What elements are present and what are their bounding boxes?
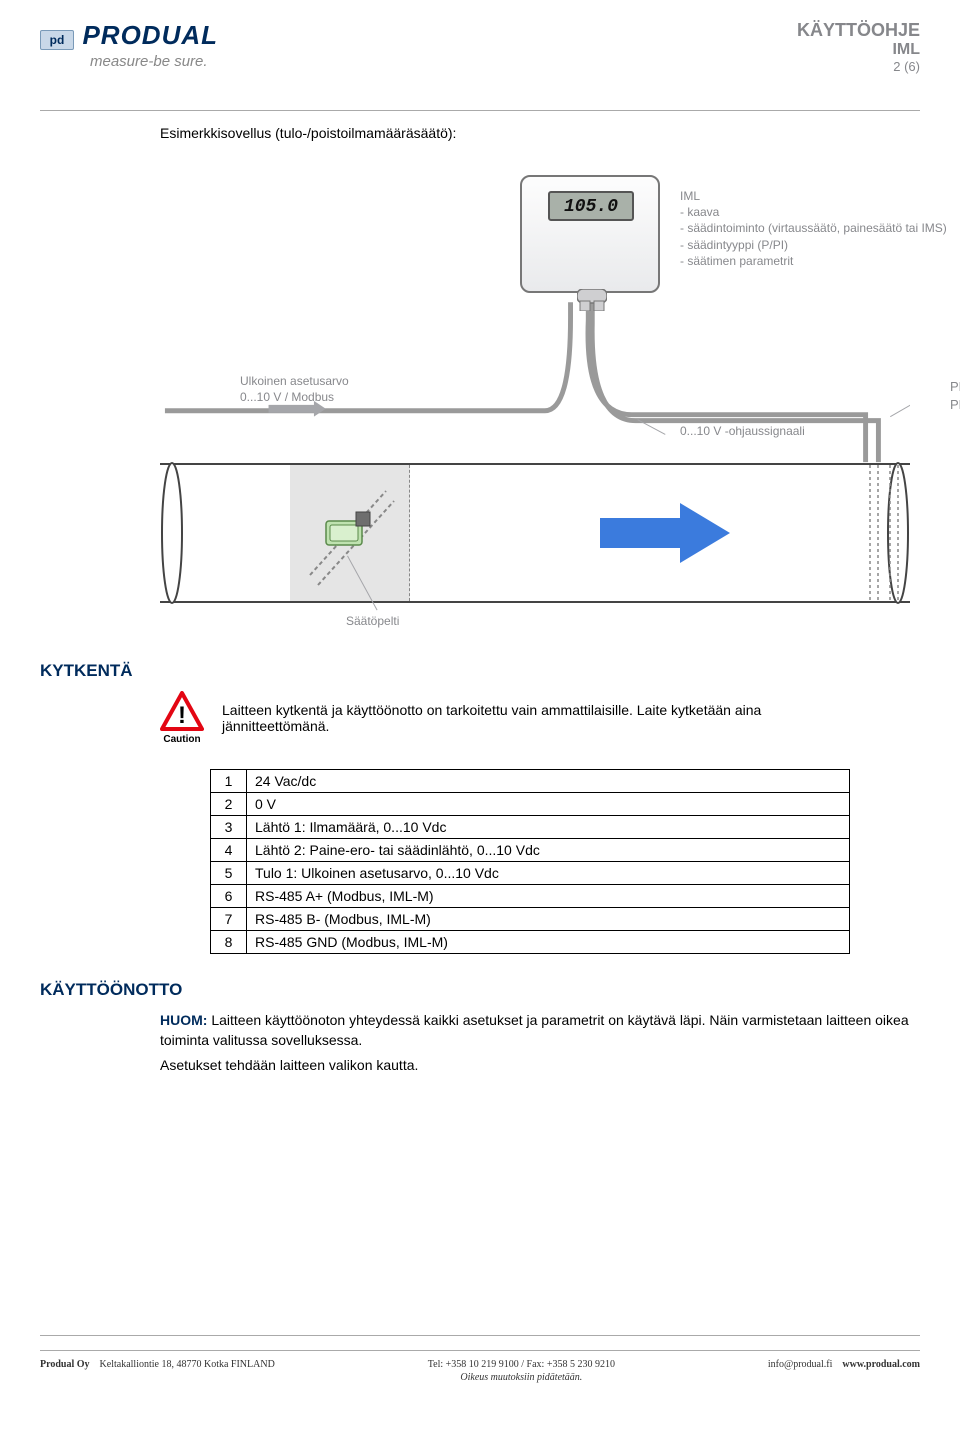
footer-address: Keltakalliontie 18, 48770 Kotka FINLAND: [100, 1359, 275, 1370]
cell-pin: 2: [211, 793, 247, 816]
table-row: 8RS-485 GND (Modbus, IML-M): [211, 931, 850, 954]
cell-desc: 24 Vac/dc: [247, 770, 850, 793]
callout-line: - kaava: [680, 204, 960, 220]
cell-desc: RS-485 B- (Modbus, IML-M): [247, 908, 850, 931]
cell-pin: 5: [211, 862, 247, 885]
callout-line: - säätimen parametrit: [680, 253, 960, 269]
note-lead: HUOM:: [160, 1012, 207, 1028]
table-row: 5Tulo 1: Ulkoinen asetusarvo, 0...10 Vdc: [211, 862, 850, 885]
intro-label: Esimerkkisovellus (tulo-/poistoilmamäärä…: [160, 125, 910, 141]
cell-pin: 7: [211, 908, 247, 931]
note-body2: Asetukset tehdään laitteen valikon kautt…: [160, 1055, 920, 1075]
iml-device: 105.0: [520, 175, 660, 293]
note-body1: Laitteen käyttöönoton yhteydessä kaikki …: [160, 1012, 909, 1048]
table-row: 3Lähtö 1: Ilmamäärä, 0...10 Vdc: [211, 816, 850, 839]
caution-label: Caution: [160, 734, 204, 745]
svg-text:!: !: [178, 702, 186, 729]
cell-pin: 1: [211, 770, 247, 793]
callout-line: - säädintyyppi (P/PI): [680, 237, 960, 253]
logo-tagline: measure-be sure.: [90, 53, 218, 70]
cell-desc: Tulo 1: Ulkoinen asetusarvo, 0...10 Vdc: [247, 862, 850, 885]
header-rule: [40, 110, 920, 111]
cell-pin: 6: [211, 885, 247, 908]
footer-email: info@produal.fi: [768, 1359, 832, 1370]
cell-pin: 4: [211, 839, 247, 862]
cell-desc: Lähtö 1: Ilmamäärä, 0...10 Vdc: [247, 816, 850, 839]
callout-line: 0...10 V / Modbus: [240, 389, 349, 405]
cell-desc: 0 V: [247, 793, 850, 816]
table-row: 4Lähtö 2: Paine-ero- tai säädinlähtö, 0.…: [211, 839, 850, 862]
doc-title: KÄYTTÖOHJE IML 2 (6): [797, 20, 920, 74]
probe-indicator: [864, 465, 904, 601]
footer-phone: Tel: +358 10 219 9100 / Fax: +358 5 230 …: [275, 1359, 768, 1370]
section-kytkenta: KYTKENTÄ: [40, 661, 920, 681]
callout-device-desc: IML - kaava - säädintoiminto (virtaussää…: [680, 188, 960, 269]
section-kayttoonotto: KÄYTTÖÖNOTTO: [40, 980, 920, 1000]
footer-disclaimer: Oikeus muutoksiin pidätetään.: [275, 1372, 768, 1383]
table-row: 7RS-485 B- (Modbus, IML-M): [211, 908, 850, 931]
footer-company: Produal Oy: [40, 1359, 90, 1370]
duct-endcap-left: [158, 461, 186, 605]
table-row: 6RS-485 A+ (Modbus, IML-M): [211, 885, 850, 908]
callout-probe: PP-PK: [950, 378, 960, 413]
cell-desc: Lähtö 2: Paine-ero- tai säädinlähtö, 0..…: [247, 839, 850, 862]
duct: [160, 463, 910, 603]
footer-url: www.produal.com: [842, 1359, 920, 1370]
page-header: pd PRODUAL measure-be sure. KÄYTTÖOHJE I…: [40, 20, 920, 110]
brand-logo: pd PRODUAL measure-be sure.: [40, 20, 218, 70]
table-row: 124 Vac/dc: [211, 770, 850, 793]
flow-arrow-icon: [600, 503, 730, 563]
caution-block: ! Caution: [160, 691, 204, 745]
cell-desc: RS-485 GND (Modbus, IML-M): [247, 931, 850, 954]
cell-pin: 8: [211, 931, 247, 954]
device-display: 105.0: [548, 191, 634, 221]
damper-zone: [290, 465, 410, 601]
callout-setpoint: Ulkoinen asetusarvo 0...10 V / Modbus: [240, 373, 349, 405]
callout-line: Ulkoinen asetusarvo: [240, 373, 349, 389]
wiring-table: 124 Vac/dc 20 V 3Lähtö 1: Ilmamäärä, 0..…: [210, 769, 850, 954]
logo-name: PRODUAL: [82, 20, 218, 50]
callout-damper: Säätöpelti: [346, 613, 399, 629]
table-row: 20 V: [211, 793, 850, 816]
commissioning-note: HUOM: Laitteen käyttöönoton yhteydessä k…: [160, 1010, 920, 1075]
logo-mark: pd: [40, 30, 74, 50]
caution-icon: !: [160, 691, 204, 731]
callout-line: - säädintoiminto (virtaussäätö, painesää…: [680, 220, 960, 236]
callout-signal: 0...10 V -ohjaussignaali: [680, 423, 805, 439]
doc-model: IML: [797, 41, 920, 59]
cell-pin: 3: [211, 816, 247, 839]
caution-text: Laitteen kytkentä ja käyttöönotto on tar…: [222, 702, 862, 734]
page-count: 2 (6): [797, 59, 920, 74]
doc-type: KÄYTTÖOHJE: [797, 20, 920, 41]
footer-rule: [40, 1335, 920, 1336]
page-footer: Produal Oy Keltakalliontie 18, 48770 Kot…: [40, 1350, 920, 1383]
cell-desc: RS-485 A+ (Modbus, IML-M): [247, 885, 850, 908]
wiring-diagram: 105.0 IML - kaava - säädintoiminto (virt…: [160, 153, 910, 633]
callout-line: IML: [680, 188, 960, 204]
